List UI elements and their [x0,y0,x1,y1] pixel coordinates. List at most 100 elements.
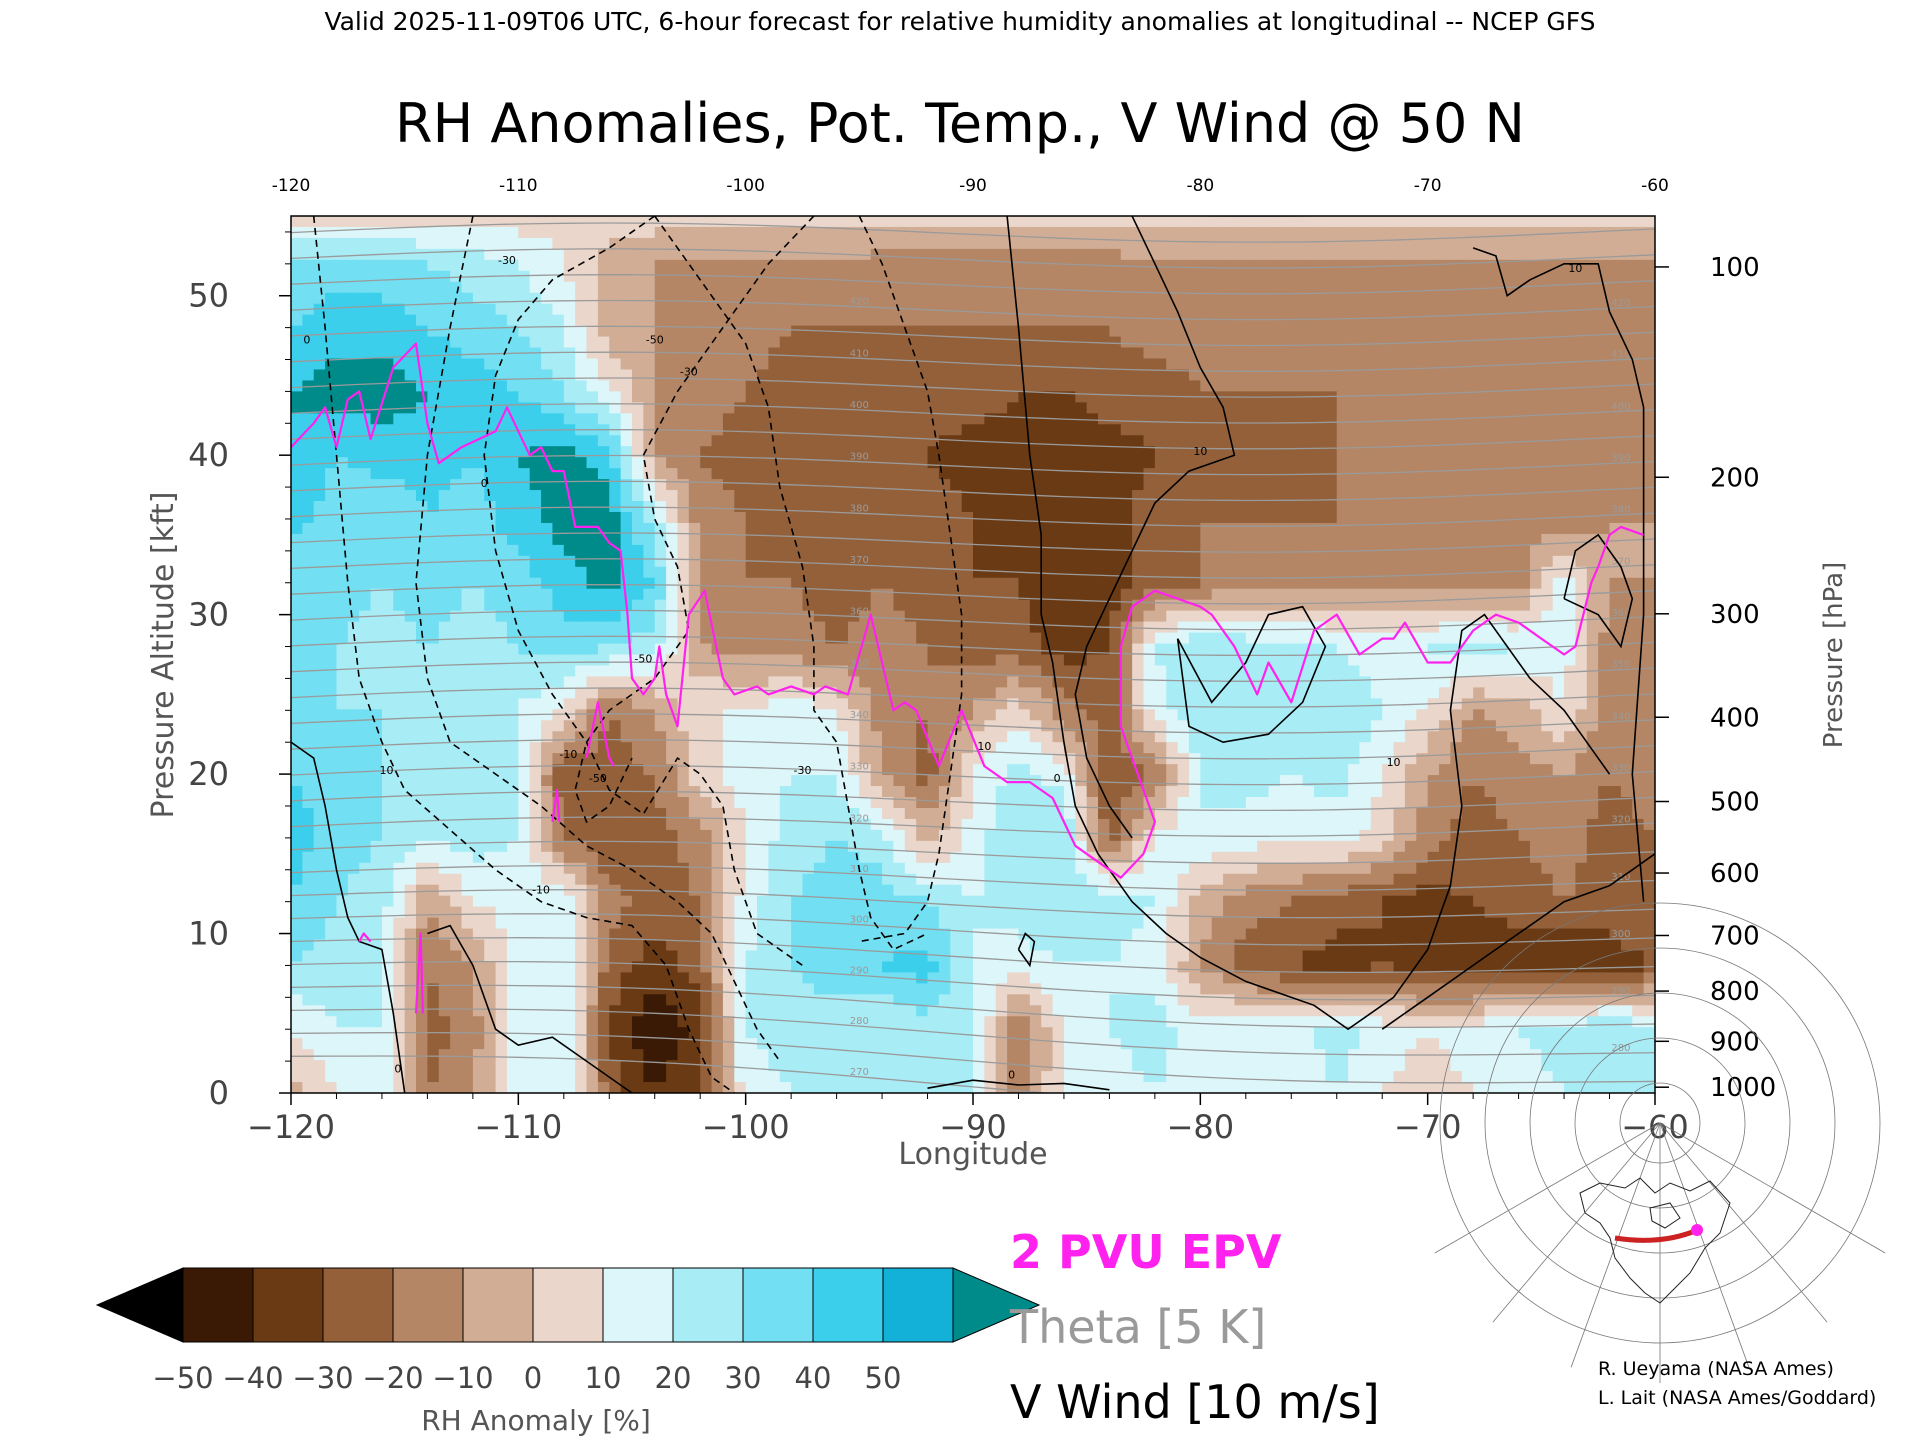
heatmap-cell [825,270,838,283]
heatmap-cell [416,566,428,579]
heatmap-cell [1450,391,1463,403]
heatmap-cell [643,632,656,645]
heatmap-cell [1279,544,1292,557]
heatmap-cell [427,457,440,469]
heatmap-cell [1279,281,1292,294]
heatmap-cell [961,610,974,623]
heatmap-cell [1109,533,1122,546]
heatmap-cell [711,369,724,382]
heatmap-cell [1473,237,1486,250]
heatmap-cell [1609,577,1622,590]
heatmap-cell [450,468,463,480]
heatmap-cell [1427,369,1440,382]
heatmap-cell [461,621,474,634]
heatmap-cell [1586,325,1599,338]
heatmap-cell [1234,259,1247,272]
heatmap-cell [825,314,838,327]
heatmap-cell [1109,424,1122,436]
heatmap-cell [1200,369,1213,382]
heatmap-cell [1132,336,1145,349]
heatmap-cell [541,588,554,601]
heatmap-cell [381,501,394,513]
heatmap-cell [1098,413,1110,425]
heatmap-cell [1632,446,1645,458]
heatmap-cell [904,369,917,382]
heatmap-cell [506,621,519,634]
heatmap-cell [427,522,440,535]
heatmap-cell [757,479,769,491]
heatmap-cell [1234,281,1247,294]
heatmap-cell [541,237,554,250]
heatmap-cell [1314,522,1326,535]
heatmap-cell [802,446,815,458]
heatmap-cell [1564,533,1577,546]
heatmap-cell [427,501,440,513]
heatmap-cell [1620,566,1633,579]
heatmap-cell [734,402,747,414]
heatmap-cell [1075,468,1088,480]
heatmap-cell [506,588,519,601]
heatmap-cell [609,270,622,283]
heatmap-cell [1234,336,1247,349]
heatmap-cell [1598,610,1611,623]
heatmap-cell [1348,555,1361,568]
heatmap-cell [1063,226,1076,239]
heatmap-cell [1223,369,1236,382]
heatmap-cell [1302,501,1315,513]
heatmap-cell [1029,314,1042,327]
heatmap-cell [722,522,735,535]
heatmap-cell [359,336,372,349]
heatmap-cell [472,665,485,678]
heatmap-cell [666,511,679,524]
heatmap-cell [757,511,769,524]
heatmap-cell [1177,336,1190,349]
heatmap-cell [1620,358,1633,371]
heatmap-cell [802,270,815,283]
heatmap-cell [461,511,474,524]
heatmap-cell [757,237,769,250]
heatmap-cell [1245,654,1258,667]
heatmap-cell [1336,226,1349,239]
heatmap-cell [813,577,826,590]
heatmap-cell [1154,435,1167,447]
heatmap-cell [1473,270,1486,283]
heatmap-cell [654,391,667,403]
heatmap-cell [768,665,781,678]
heatmap-cell [1029,654,1042,667]
heatmap-cell [1575,501,1588,513]
heatmap-cell [1291,237,1304,250]
heatmap-cell [1632,479,1645,491]
heatmap-cell [632,259,644,272]
heatmap-cell [666,413,679,425]
heatmap-cell [1416,522,1429,535]
heatmap-cell [1427,544,1440,557]
heatmap-cell [552,566,565,579]
heatmap-cell [416,270,428,283]
heatmap-cell [973,391,985,403]
heatmap-cell [359,303,372,316]
heatmap-cell [1586,632,1599,645]
heatmap-cell [541,347,554,360]
heatmap-cell [1075,654,1088,667]
heatmap-cell [700,457,713,469]
heatmap-cell [950,336,963,349]
heatmap-cell [313,457,326,469]
heatmap-cell [1518,632,1531,645]
heatmap-cell [1484,501,1497,513]
heatmap-cell [711,468,724,480]
heatmap-cell [1348,380,1361,392]
heatmap-cell [370,391,383,403]
heatmap-cell [1314,424,1326,436]
heatmap-cell [1416,533,1429,546]
heatmap-cell [1052,511,1065,524]
heatmap-cell [1359,654,1372,667]
heatmap-cell [347,281,360,294]
heatmap-cell [575,566,588,579]
heatmap-cell [518,303,531,316]
heatmap-cell [450,588,463,601]
heatmap-cell [1211,533,1224,546]
heatmap-cell [472,599,485,612]
heatmap-cell [325,237,338,250]
heatmap-cell [711,654,724,667]
heatmap-cell [813,292,826,305]
